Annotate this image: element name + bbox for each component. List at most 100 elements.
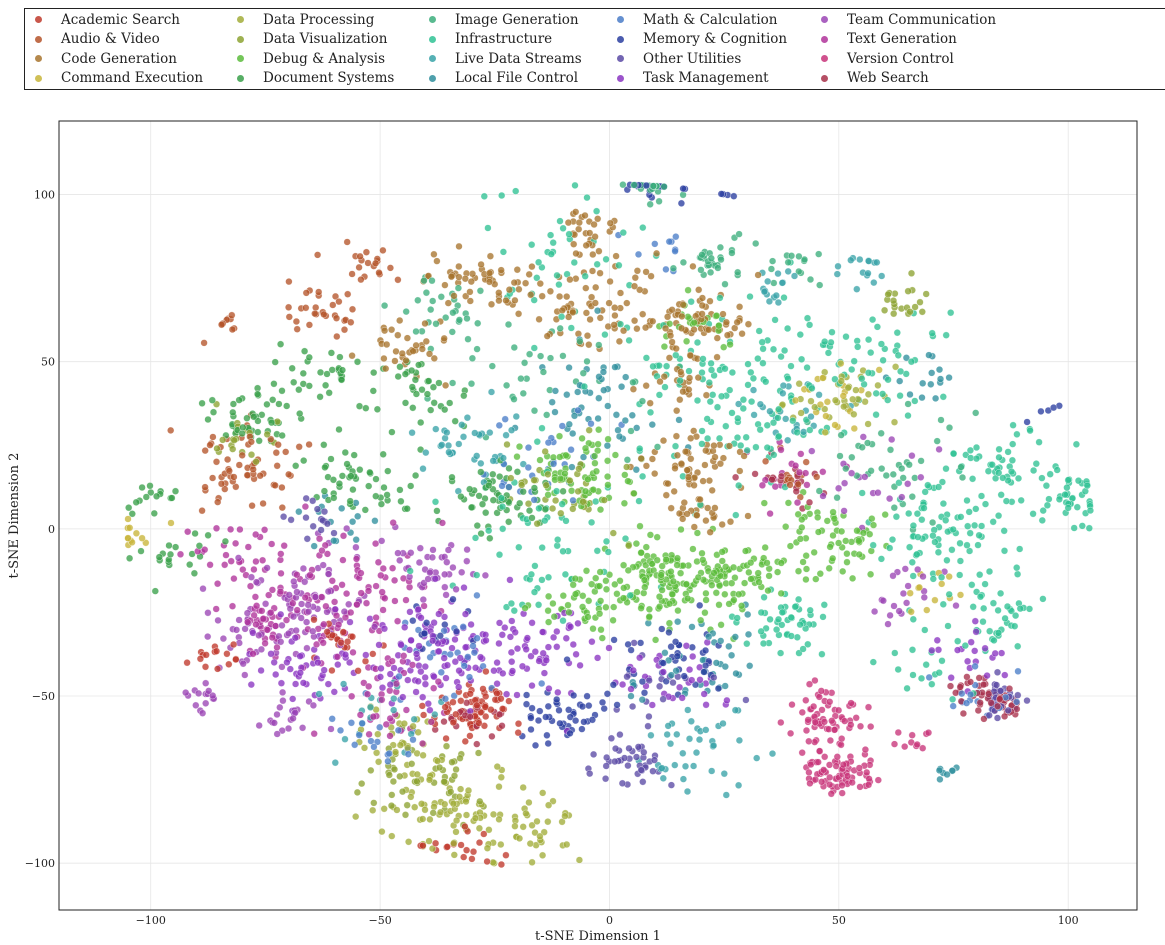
data-point	[651, 470, 659, 478]
plot-frame	[58, 120, 1138, 911]
data-point	[431, 710, 439, 719]
data-point	[409, 722, 417, 730]
data-point	[592, 283, 600, 291]
data-point	[863, 768, 871, 776]
data-point	[547, 250, 555, 258]
legend-label: Task Management	[643, 70, 769, 86]
data-point	[908, 646, 917, 654]
data-point	[996, 695, 1004, 703]
data-point	[477, 530, 485, 538]
data-point	[908, 731, 916, 739]
data-point	[628, 411, 636, 419]
data-point	[527, 714, 535, 722]
data-point	[842, 537, 850, 545]
data-point	[752, 443, 760, 451]
data-point	[683, 337, 691, 345]
data-point	[305, 353, 313, 361]
data-point	[602, 577, 610, 585]
data-point	[673, 561, 681, 569]
data-point	[795, 252, 803, 260]
data-point	[506, 633, 514, 641]
data-point	[679, 515, 687, 523]
data-point	[457, 841, 465, 849]
data-point	[634, 743, 642, 751]
data-point	[229, 408, 237, 416]
data-point	[502, 851, 510, 859]
data-point	[530, 476, 538, 484]
data-point	[939, 600, 947, 608]
data-point	[701, 609, 709, 617]
data-point	[372, 492, 380, 500]
data-point	[236, 525, 244, 534]
legend-marker	[237, 74, 244, 82]
data-point	[292, 626, 300, 635]
data-point	[867, 467, 875, 475]
data-point	[394, 331, 402, 339]
data-point	[584, 475, 592, 483]
data-point	[372, 259, 380, 267]
data-point	[567, 446, 575, 454]
data-point	[784, 499, 792, 507]
data-point	[913, 740, 921, 749]
data-point	[252, 458, 260, 466]
data-point	[553, 643, 561, 651]
y-tick-label: 0	[48, 523, 55, 536]
data-point	[716, 243, 724, 251]
data-point	[627, 646, 635, 654]
legend-item: Memory & Cognition	[617, 30, 787, 49]
data-point	[338, 581, 346, 589]
data-point	[901, 565, 909, 573]
data-point	[661, 649, 669, 657]
data-point	[451, 658, 459, 666]
data-point	[698, 369, 706, 377]
data-point	[202, 651, 210, 659]
data-point	[352, 536, 360, 544]
data-point	[311, 593, 320, 601]
data-point	[252, 578, 261, 586]
data-point	[538, 544, 546, 552]
data-point	[396, 772, 404, 780]
data-point	[381, 327, 389, 335]
data-point	[794, 510, 802, 518]
data-point	[609, 616, 617, 624]
data-point	[899, 474, 907, 482]
data-point	[688, 676, 696, 684]
data-point	[864, 439, 872, 447]
data-point	[645, 613, 653, 621]
data-point	[440, 654, 448, 662]
data-point	[765, 572, 773, 580]
data-point	[474, 319, 482, 327]
data-point	[647, 272, 655, 280]
data-point	[508, 426, 516, 434]
data-point	[262, 600, 270, 608]
data-point	[408, 760, 416, 768]
data-point	[214, 498, 222, 506]
data-point	[441, 281, 449, 289]
data-point	[449, 563, 457, 572]
data-point	[993, 714, 1002, 722]
data-point	[183, 659, 191, 667]
data-point	[412, 390, 420, 398]
data-point	[441, 703, 449, 711]
data-point	[438, 441, 446, 449]
data-point	[395, 672, 403, 680]
data-point	[756, 400, 764, 408]
legend-marker	[821, 16, 828, 23]
data-point	[620, 327, 628, 335]
data-point	[678, 312, 686, 320]
legend-item: Debug & Analysis	[237, 49, 385, 68]
data-point	[429, 383, 437, 391]
data-point	[645, 676, 653, 685]
x-tick-label: 50	[832, 914, 846, 927]
data-point	[829, 531, 837, 540]
data-point	[894, 351, 902, 359]
data-point	[434, 757, 442, 765]
data-point	[911, 303, 919, 311]
data-point	[421, 663, 429, 671]
data-point	[329, 301, 337, 309]
data-point	[247, 681, 255, 689]
data-point	[630, 639, 638, 647]
data-point	[806, 779, 814, 787]
data-point	[799, 645, 807, 653]
data-point	[421, 806, 429, 814]
